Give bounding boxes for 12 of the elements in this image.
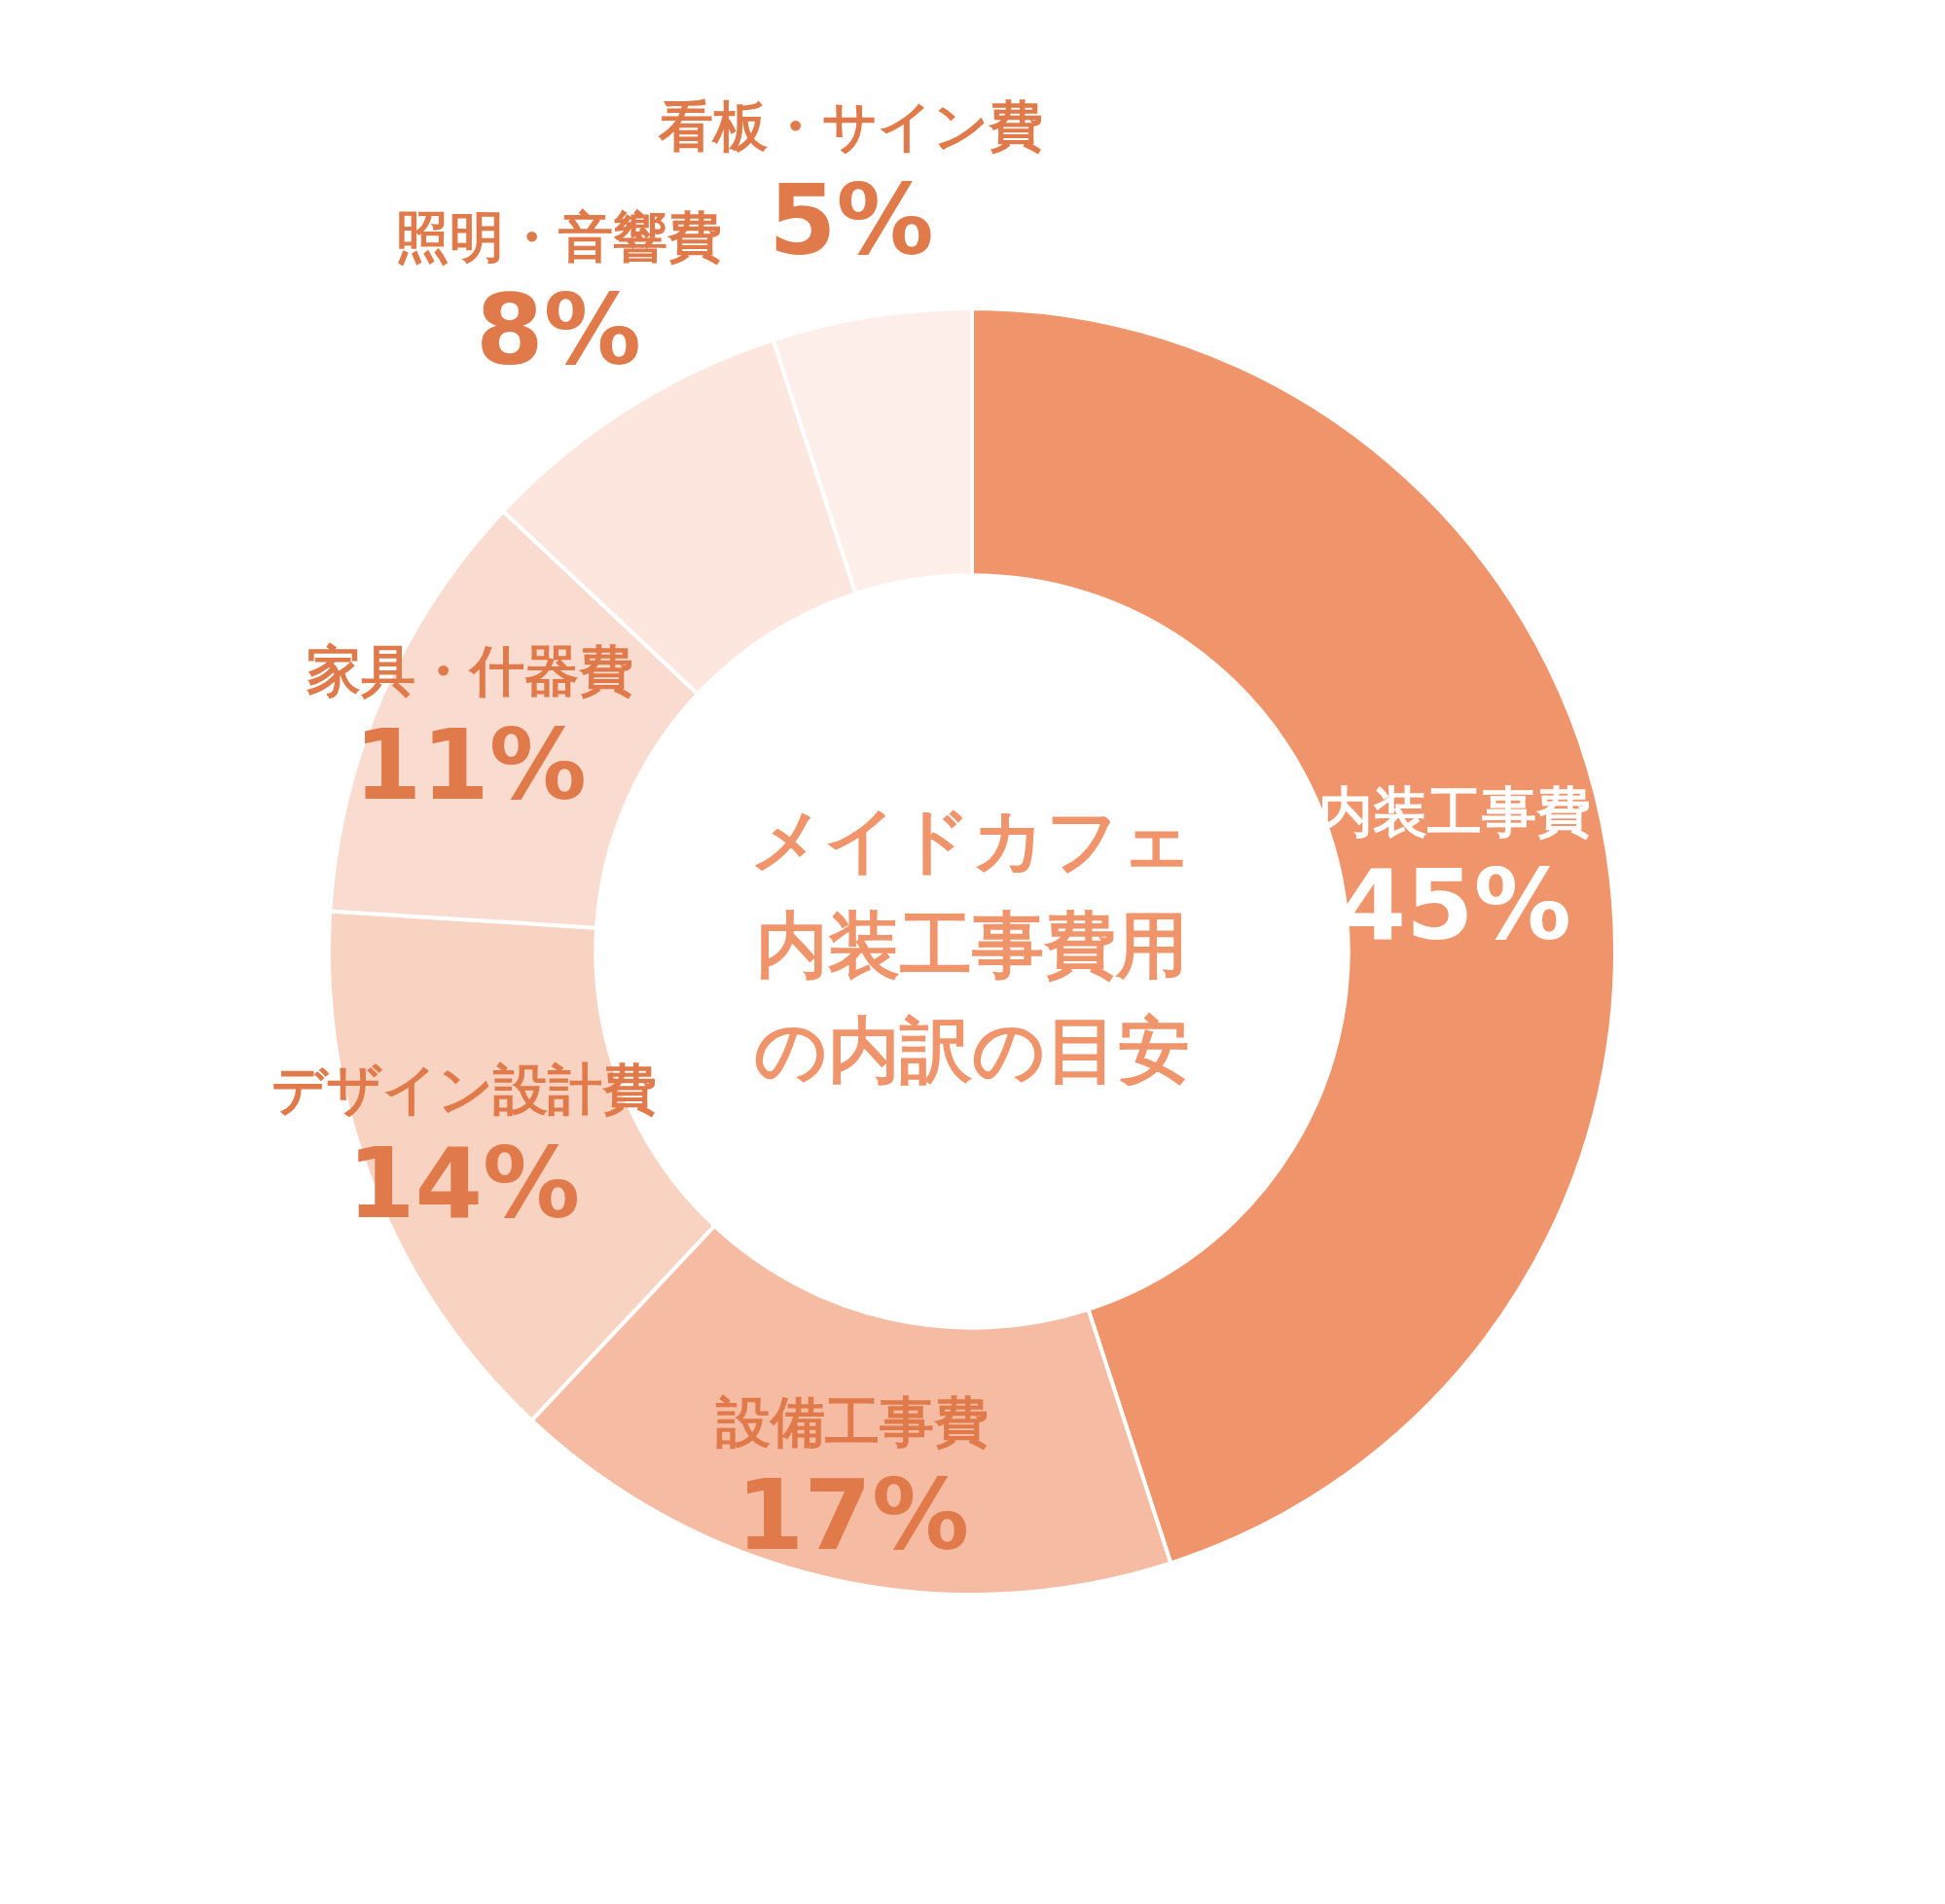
slice-label: デザイン設計費 [270,1058,657,1122]
data-label: 14% [346,1126,581,1240]
text: メイドカフェ内装工事費用の内訳の目安 [750,798,1194,1093]
data-label: 11% [353,707,588,822]
data-label: 5% [769,162,934,277]
slice-label: 設備工事費 [715,1389,990,1454]
slice-label: 照明・音響費 [394,204,722,269]
data-label: 45% [1338,848,1571,963]
slice-label: 看板・サイン費 [658,94,1044,159]
data-label: 8% [476,273,641,388]
slice-label: 家具・什器費 [306,639,634,703]
data-label: 17% [736,1458,970,1573]
